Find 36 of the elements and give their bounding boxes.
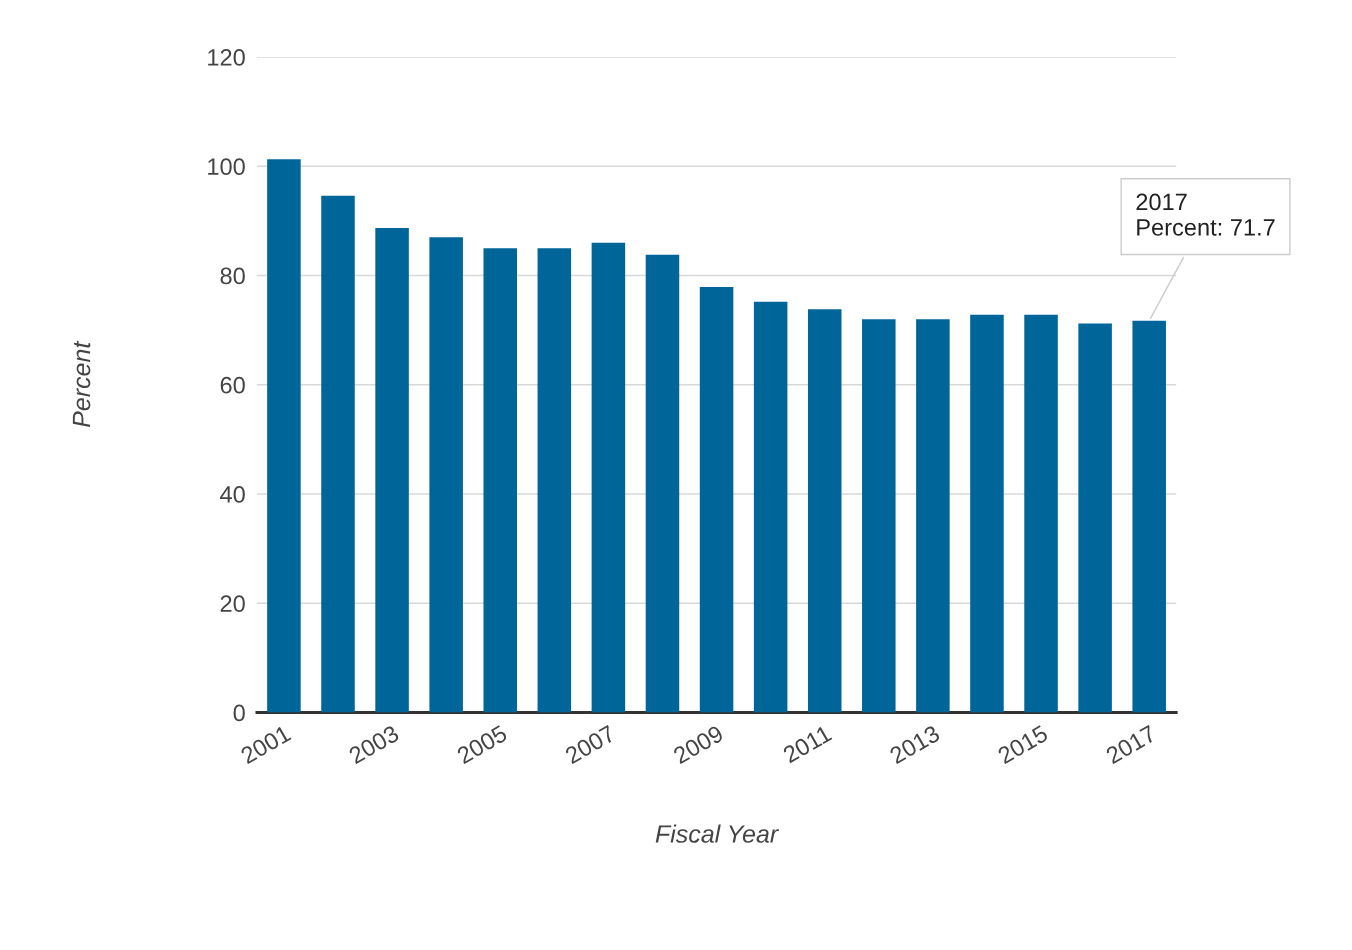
bar bbox=[1078, 323, 1112, 713]
bar bbox=[429, 237, 463, 713]
y-tick-label: 120 bbox=[208, 49, 245, 66]
y-tick-label: 100 bbox=[208, 158, 245, 176]
x-tick-label: 2017 bbox=[1105, 724, 1157, 765]
x-tick-label: 2003 bbox=[347, 724, 400, 765]
bar bbox=[1024, 314, 1058, 713]
y-tick-label: 60 bbox=[220, 376, 245, 394]
x-tick-label: 2005 bbox=[456, 724, 509, 765]
x-axis-title: Fiscal Year bbox=[655, 824, 780, 843]
x-tick-label: 2011 bbox=[782, 724, 833, 764]
bar bbox=[862, 319, 896, 713]
bar bbox=[591, 242, 626, 713]
y-tick-label: 0 bbox=[233, 704, 245, 722]
x-tick-label: 2007 bbox=[564, 724, 617, 765]
x-tick-label: 2013 bbox=[888, 724, 941, 765]
bar bbox=[645, 254, 680, 713]
bar bbox=[375, 227, 409, 713]
bar bbox=[699, 286, 734, 713]
x-tick-label: 2015 bbox=[996, 724, 1049, 765]
y-tick-label: 80 bbox=[220, 267, 245, 285]
y-tick-label: 40 bbox=[220, 486, 245, 503]
bar bbox=[267, 159, 301, 713]
annotation: 2017 Percent: 71.7 bbox=[1136, 193, 1275, 236]
bar bbox=[537, 248, 572, 713]
bar bbox=[1132, 320, 1166, 713]
bar bbox=[916, 319, 950, 713]
bar bbox=[483, 248, 517, 713]
x-tick-label: 2001 bbox=[239, 724, 292, 765]
bar bbox=[970, 314, 1004, 713]
y-tick-label: 20 bbox=[220, 595, 245, 613]
bar bbox=[321, 195, 355, 713]
x-tick-label: 2009 bbox=[672, 724, 725, 765]
bar bbox=[807, 309, 842, 713]
y-axis-title: Percent bbox=[72, 340, 91, 428]
bar bbox=[753, 301, 788, 713]
